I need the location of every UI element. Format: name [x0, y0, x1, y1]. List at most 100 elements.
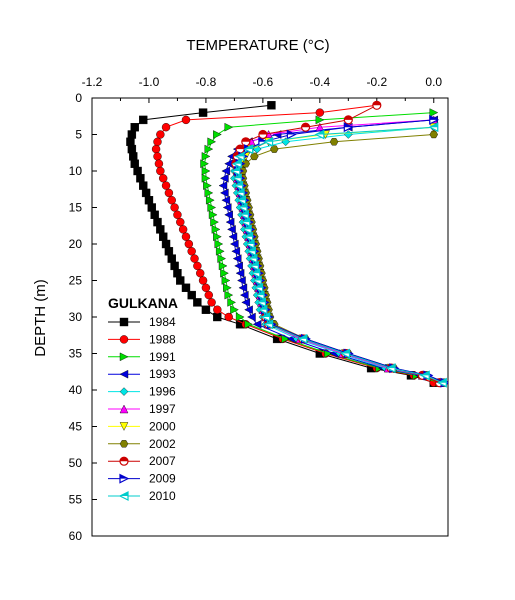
- data-point-1988: [213, 305, 222, 314]
- data-point-1991: [223, 283, 232, 293]
- data-point-1984: [144, 195, 154, 205]
- data-point-2007-fill: [258, 130, 267, 135]
- y-tick-label: 55: [69, 493, 83, 507]
- data-point-1984: [156, 225, 165, 234]
- data-point-1993: [237, 276, 246, 285]
- data-point-1991: [207, 137, 217, 147]
- data-point-2009-fill: [344, 123, 353, 128]
- data-point-1984: [139, 115, 148, 125]
- series-2000: [237, 122, 447, 388]
- plot-area: -1.2 -1.0 -0.8 -0.6 -0.4 -0.2 0.0 0 5 10 15 20 25 30 3…: [69, 75, 449, 543]
- legend-item-1988: 1988: [108, 332, 176, 346]
- data-point-2010-fill: [246, 240, 255, 244]
- data-point-2010: [250, 268, 261, 279]
- data-point-1988: [193, 261, 202, 271]
- data-point-2010: [256, 297, 267, 308]
- data-point-2010-fill: [387, 364, 396, 369]
- data-point-1993: [229, 239, 239, 249]
- data-point-2010-fill: [243, 225, 252, 230]
- y-tick-label: 25: [69, 274, 83, 288]
- data-point-2010: [251, 275, 262, 286]
- data-point-1993: [225, 217, 235, 227]
- data-point-1984: [139, 181, 148, 190]
- data-point-1991: [213, 130, 222, 139]
- y-axis-title: DEPTH (m): [32, 279, 49, 357]
- data-point-2010-fill: [247, 247, 256, 252]
- data-point-1984: [187, 290, 196, 300]
- legend-item-1997: 1997: [108, 402, 176, 416]
- legend-item-2007: 2007: [108, 454, 176, 468]
- data-point-2010: [243, 144, 254, 155]
- series-line-2009: [238, 119, 446, 384]
- data-point-1996: [344, 130, 353, 139]
- data-point-1988: [153, 137, 162, 147]
- data-point-1993: [239, 290, 249, 300]
- data-point-1984: [130, 122, 139, 132]
- data-point-1984: [170, 261, 179, 271]
- data-point-1984: [136, 174, 145, 183]
- data-point-1991: [211, 225, 221, 234]
- series-line-1996: [233, 126, 443, 384]
- x-tick-label: -0.2: [366, 75, 387, 89]
- data-point-1988: [176, 217, 185, 227]
- legend-label: 1991: [149, 350, 176, 364]
- y-tick-label: 10: [69, 164, 83, 178]
- data-point-2010: [234, 151, 245, 162]
- data-point-1984: [127, 130, 137, 139]
- legend-label: 2007: [149, 454, 176, 468]
- data-point-1993: [238, 283, 248, 293]
- series-1991: [200, 108, 444, 388]
- data-point-2010: [246, 246, 257, 257]
- y-tick-label: 50: [69, 456, 83, 470]
- data-point-2007-fill: [301, 123, 310, 128]
- data-point-1988: [184, 239, 194, 249]
- x-tick-label: -0.6: [253, 75, 274, 89]
- data-point-1988: [151, 144, 161, 154]
- data-point-1984: [198, 108, 208, 117]
- data-point-2010: [237, 202, 248, 213]
- data-point-1988: [161, 122, 171, 132]
- data-point-1993: [232, 254, 242, 263]
- data-point-1988: [153, 152, 162, 161]
- data-point-2009-fill: [258, 137, 267, 142]
- data-point-1991: [227, 298, 236, 307]
- data-point-1993: [222, 203, 232, 212]
- data-point-1984: [161, 239, 171, 249]
- data-point-1991: [429, 108, 439, 117]
- legend: 1984 1988 1991 1993 1996 1997 2000 2002 2007 2009…: [108, 315, 176, 503]
- legend-marker: [119, 335, 129, 344]
- data-point-2010: [419, 370, 430, 381]
- data-point-2010-fill: [236, 188, 245, 193]
- legend-item-2010: 2010: [108, 489, 176, 503]
- data-point-1991: [235, 312, 245, 322]
- series-line-1997: [236, 119, 443, 384]
- series-1988: [151, 101, 438, 387]
- data-point-2007-fill: [344, 115, 353, 120]
- data-point-1984: [133, 166, 142, 176]
- data-point-1991: [204, 144, 214, 154]
- data-point-2007-fill: [236, 145, 245, 150]
- data-point-2007: [258, 129, 268, 140]
- data-point-1991: [230, 305, 239, 315]
- data-point-2002: [250, 152, 259, 161]
- data-point-1991: [315, 115, 325, 125]
- data-point-2009-fill: [287, 130, 296, 135]
- data-point-1993: [234, 261, 243, 271]
- data-point-1988: [156, 130, 165, 139]
- data-point-2010: [231, 173, 242, 184]
- data-point-2010-fill: [315, 130, 324, 135]
- data-point-2010-fill: [250, 261, 259, 266]
- legend-label: 2000: [149, 419, 176, 433]
- data-point-1988: [187, 247, 196, 256]
- data-point-1984: [127, 144, 137, 154]
- legend-marker: [119, 456, 129, 466]
- legend-item-1991: 1991: [108, 350, 176, 364]
- y-tick-label: 60: [69, 529, 83, 543]
- data-point-2010: [236, 195, 247, 206]
- data-point-1991: [224, 290, 234, 300]
- data-point-1984: [130, 159, 139, 168]
- x-tick-label: -1.2: [82, 75, 103, 89]
- data-point-2010-fill: [233, 159, 242, 164]
- data-point-2009: [429, 114, 440, 125]
